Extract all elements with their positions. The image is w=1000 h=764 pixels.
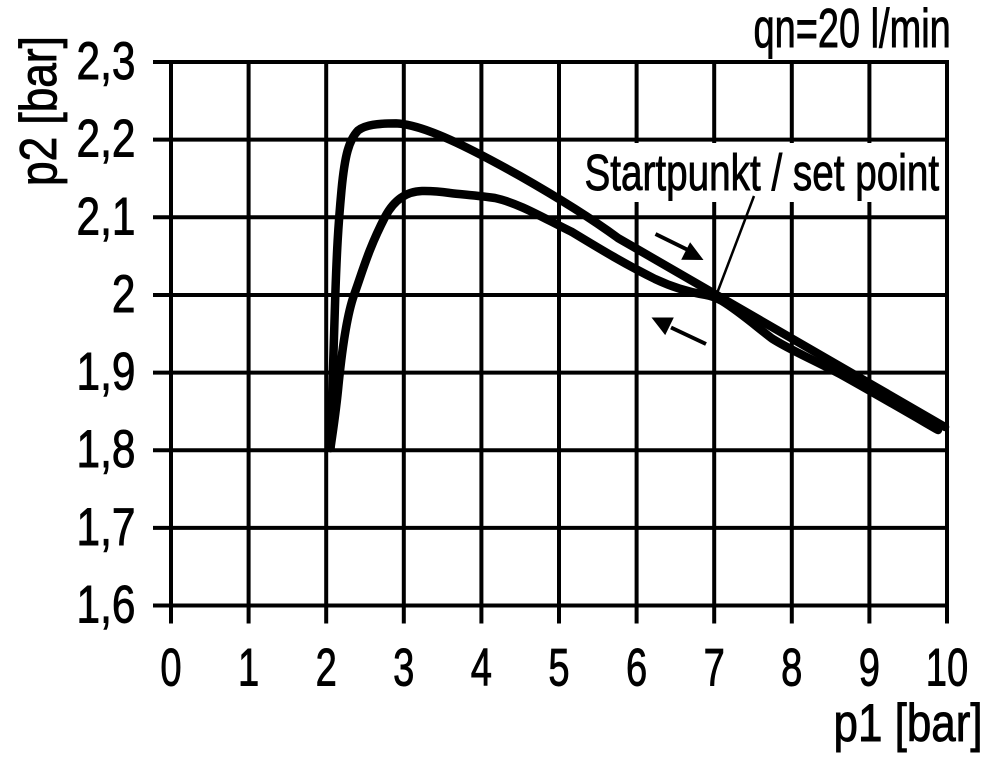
- svg-text:1: 1: [238, 637, 259, 697]
- svg-text:2,1: 2,1: [77, 188, 136, 247]
- svg-text:0: 0: [160, 637, 181, 697]
- svg-text:2,2: 2,2: [77, 110, 136, 169]
- svg-text:1,7: 1,7: [77, 499, 136, 558]
- svg-text:6: 6: [626, 637, 647, 697]
- svg-text:4: 4: [471, 637, 492, 697]
- svg-text:1,9: 1,9: [77, 343, 136, 402]
- svg-text:2: 2: [316, 637, 337, 697]
- svg-text:5: 5: [548, 637, 569, 697]
- svg-text:7: 7: [704, 637, 725, 697]
- svg-text:3: 3: [393, 637, 414, 697]
- svg-text:qn=20 l/min: qn=20 l/min: [754, 0, 951, 60]
- svg-text:2,3: 2,3: [77, 33, 136, 92]
- svg-text:p2 [bar]: p2 [bar]: [10, 36, 68, 186]
- svg-text:8: 8: [781, 637, 802, 697]
- svg-text:10: 10: [926, 637, 968, 697]
- svg-text:p1 [bar]: p1 [bar]: [834, 694, 983, 753]
- svg-text:2: 2: [112, 266, 136, 325]
- svg-text:9: 9: [859, 637, 880, 697]
- svg-text:1,8: 1,8: [77, 421, 136, 480]
- svg-text:1,6: 1,6: [77, 576, 136, 635]
- svg-text:Startpunkt / set point: Startpunkt / set point: [585, 144, 940, 201]
